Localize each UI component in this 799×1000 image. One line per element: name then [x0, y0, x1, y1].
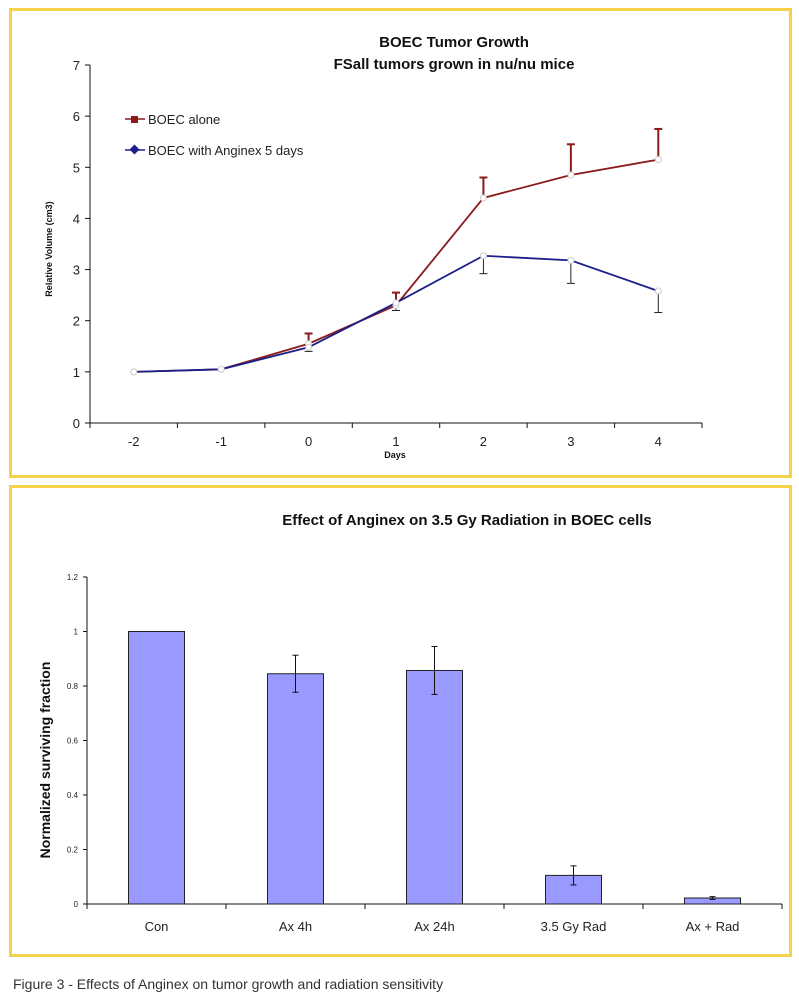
bar-x-tick-label: 3.5 Gy Rad: [541, 919, 607, 934]
line-x-tick-label: 2: [480, 434, 487, 449]
bar-y-tick-label: 0.8: [67, 682, 79, 691]
line-chart-ylabel: Relative Volume (cm3): [44, 201, 54, 296]
line-x-tick-label: 3: [567, 434, 574, 449]
line-y-tick-label: 6: [73, 109, 80, 124]
tumor-growth-chart: BOEC Tumor Growth FSall tumors grown in …: [44, 34, 703, 460]
series-anginex-point: [567, 256, 575, 264]
series-alone-point: [567, 171, 575, 179]
line-x-tick-label: 0: [305, 434, 312, 449]
bar-1: [267, 673, 324, 905]
radiation-bar-chart: Effect of Anginex on 3.5 Gy Radiation in…: [37, 512, 783, 934]
line-x-tick-label: 1: [392, 434, 399, 449]
bar-y-tick-label: 1.2: [67, 573, 79, 582]
bar-x-tick-label: Ax 24h: [414, 919, 454, 934]
bar-chart-ylabel: Normalized surviving fraction: [37, 662, 53, 859]
line-x-tick-label: -2: [128, 434, 140, 449]
line-y-tick-label: 5: [73, 160, 80, 175]
series-anginex-point: [392, 299, 400, 307]
bar-0: [128, 631, 185, 905]
line-y-tick-label: 7: [73, 58, 80, 73]
line-y-tick-label: 0: [73, 416, 80, 431]
bar-y-tick-label: 0.2: [67, 846, 79, 855]
series-anginex-point: [479, 252, 487, 260]
line-chart-xlabel: Days: [384, 450, 406, 460]
series-anginex-point: [217, 365, 225, 373]
figure-caption: Figure 3 - Effects of Anginex on tumor g…: [13, 976, 444, 992]
line-y-tick-label: 2: [73, 314, 80, 329]
series-anginex-line: [133, 254, 659, 373]
bar-2: [406, 669, 463, 905]
bar-x-tick-label: Ax 4h: [279, 919, 312, 934]
legend-anginex-marker: [129, 144, 140, 155]
line-chart-title: BOEC Tumor Growth: [379, 34, 529, 51]
series-anginex-point: [130, 368, 138, 376]
bar-y-tick-label: 0.6: [67, 737, 79, 746]
line-chart-subtitle: FSall tumors grown in nu/nu mice: [334, 56, 575, 73]
bar-x-tick-label: Ax + Rad: [686, 919, 740, 934]
legend-alone-label: BOEC alone: [148, 112, 220, 127]
bar-chart-title: Effect of Anginex on 3.5 Gy Radiation in…: [282, 512, 652, 529]
bar-y-tick-label: 0: [74, 900, 79, 909]
line-chart-legend: BOEC alone BOEC with Anginex 5 days: [125, 112, 304, 158]
bar-y-tick-label: 0.4: [67, 791, 79, 800]
line-y-tick-label: 3: [73, 263, 80, 278]
line-x-tick-label: -1: [215, 434, 227, 449]
radiation-panel: Effect of Anginex on 3.5 Gy Radiation in…: [9, 485, 792, 957]
line-y-tick-label: 1: [73, 365, 80, 380]
series-anginex-point: [305, 343, 313, 351]
bar-y-tick-label: 1: [74, 628, 79, 637]
line-x-tick-label: 4: [655, 434, 662, 449]
tumor-growth-panel: BOEC Tumor Growth FSall tumors grown in …: [9, 8, 792, 478]
legend-anginex-label: BOEC with Anginex 5 days: [148, 143, 304, 158]
series-alone-point: [654, 156, 662, 164]
bar-x-tick-label: Con: [145, 919, 169, 934]
series-alone-line: [133, 158, 659, 373]
line-y-tick-label: 4: [73, 211, 80, 226]
series-anginex-point: [654, 287, 662, 295]
legend-alone-marker: [131, 116, 138, 123]
series-alone-point: [479, 194, 487, 202]
